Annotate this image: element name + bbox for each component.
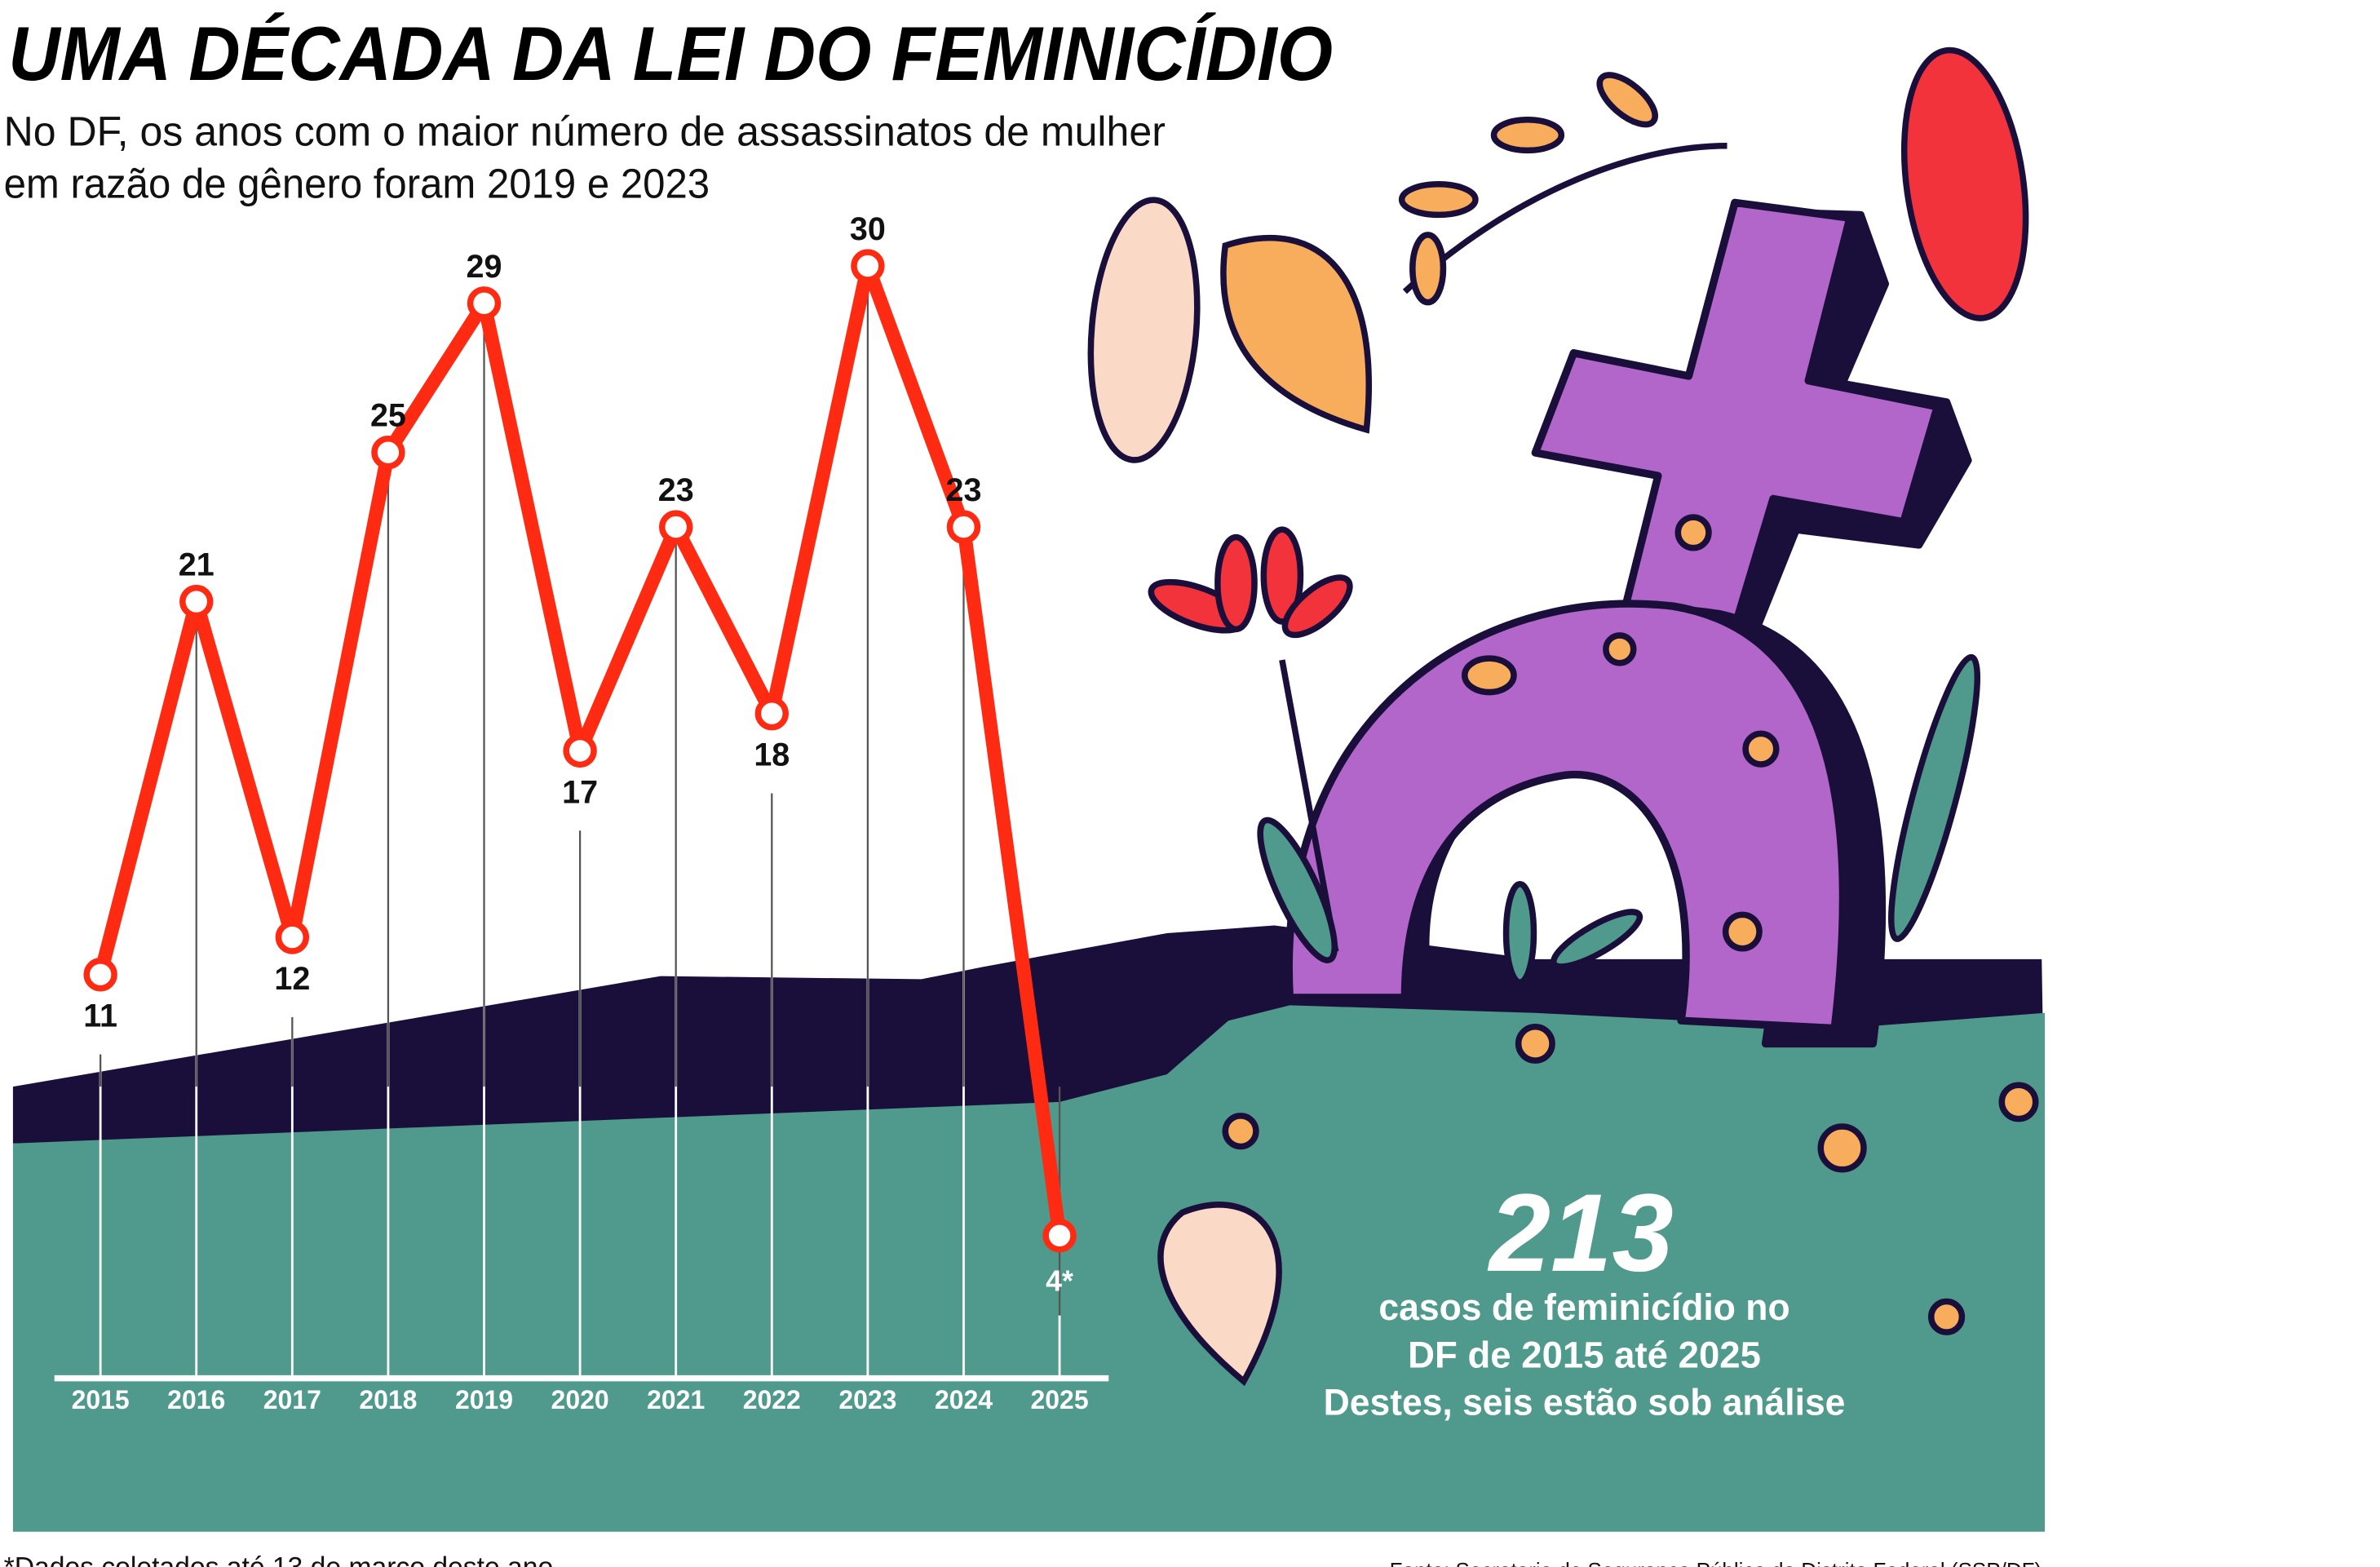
x-tick-label: 2024 [935, 1385, 993, 1414]
subtitle-line-1: No DF, os anos com o maior número de ass… [4, 108, 1166, 155]
data-point-2019 [467, 286, 502, 321]
data-point-2015 [83, 958, 117, 992]
data-label-2022: 18 [754, 737, 790, 773]
x-tick-label: 2020 [551, 1385, 609, 1414]
cross-grave-illustration [1222, 198, 2039, 1335]
data-label-2024: 23 [946, 472, 982, 508]
data-label-2021: 23 [658, 472, 694, 508]
data-point-2021 [659, 510, 693, 544]
x-tick-label: 2017 [263, 1385, 321, 1414]
total-cases-number: 213 [1487, 1171, 1674, 1295]
data-point-2024 [946, 510, 981, 544]
data-point-2018 [371, 435, 405, 470]
x-tick-label: 2018 [359, 1385, 417, 1414]
subtitle-line-2: em razão de gênero foram 2019 e 2023 [4, 161, 710, 207]
data-label-2020: 17 [562, 774, 598, 810]
drop-lines [99, 281, 1061, 1379]
data-point-2017 [275, 920, 310, 954]
data-label-2025: 4* [1046, 1265, 1073, 1298]
data-point-2022 [754, 697, 789, 731]
x-tick-label: 2021 [647, 1385, 705, 1414]
decorative-leaves [1087, 46, 2029, 1387]
data-label-2019: 29 [467, 249, 502, 285]
footnote: *Dados coletados até 13 de março deste a… [4, 1552, 554, 1567]
data-label-2018: 25 [370, 398, 406, 434]
page-title: UMA DÉCADA DA LEI DO FEMINICÍDIO [8, 11, 1333, 96]
data-label-2015: 11 [83, 998, 117, 1034]
x-tick-label: 2019 [455, 1385, 513, 1414]
data-point-2023 [851, 249, 885, 283]
line-chart: 2015 2016 2017 2018 2019 2020 2021 2022 2023 2024… [54, 211, 1109, 1414]
teal-ground [12, 1005, 2045, 1532]
callout-line-3: Destes, seis estão sob análise [1324, 1382, 1846, 1423]
data-labels: 11 21 12 25 29 17 23 18 30 23 4* [83, 211, 1073, 1297]
callout-line-1: casos de feminicídio no [1378, 1286, 1789, 1328]
x-tick-label: 2023 [838, 1385, 896, 1414]
data-label-2017: 12 [274, 961, 310, 997]
x-tick-label: 2025 [1031, 1385, 1089, 1414]
data-point-2025 [1042, 1219, 1077, 1253]
x-tick-label: 2016 [167, 1385, 225, 1414]
data-point-2020 [563, 733, 597, 768]
x-tick-label: 2022 [743, 1385, 801, 1414]
data-point-2016 [179, 584, 214, 619]
callout-line-2: DF de 2015 até 2025 [1408, 1334, 1761, 1375]
data-label-2023: 30 [850, 211, 886, 247]
x-tick-label: 2015 [72, 1385, 130, 1414]
data-label-2016: 21 [179, 547, 215, 583]
source-note: Fonte: Secretaria de Segurança Pública d… [1390, 1558, 2042, 1567]
x-tick-labels: 2015 2016 2017 2018 2019 2020 2021 2022 2023 2024… [72, 1385, 1089, 1414]
data-markers [83, 249, 1077, 1253]
